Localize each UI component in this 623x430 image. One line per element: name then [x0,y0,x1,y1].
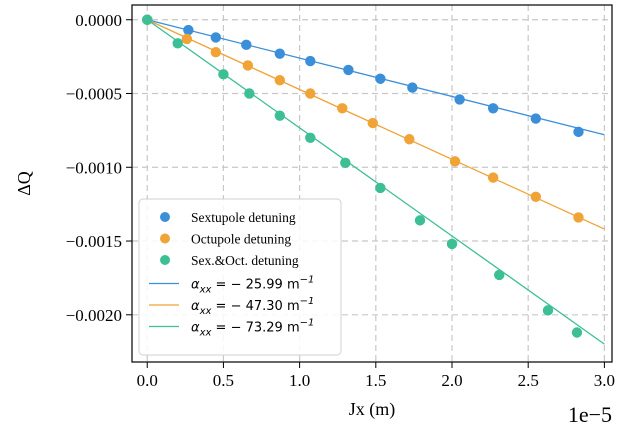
data-point [446,238,458,250]
legend-label: Sex.&Oct. detuning [191,253,299,268]
data-point [573,126,584,138]
y-tick-label: −0.0010 [66,158,122,177]
legend-fit-subscript: xx [199,328,212,339]
x-tick-label: 0.0 [137,371,158,390]
axis-ticks: 0.0 0.5 1.0 1.5 2.0 2.5 3.0 0.0000 −0.0005 −0.001… [66,11,615,390]
legend-label: Sextupole detuning [191,210,296,225]
y-tick-label: −0.0005 [66,85,122,104]
data-point [367,117,378,129]
legend-label: Octupole detuning [191,232,291,247]
legend-box [138,198,342,356]
legend-marker [160,233,170,244]
legend-marker [160,212,170,222]
data-point [414,215,426,226]
legend-fit-value: = − 47.30 m [211,299,299,314]
legend-fit-superscript: −1 [300,275,315,286]
legend: Sextupole detuning Octupole detuning Sex.&… [138,198,342,356]
y-tick-label: 0.0000 [75,11,122,30]
legend-fit-symbol: α [191,299,200,314]
data-point [375,73,386,84]
x-axis-offset-label: 1e−5 [568,402,612,427]
legend-fit-symbol: α [191,321,200,336]
y-tick-label: −0.0020 [66,306,122,325]
data-point [340,157,351,169]
data-point [210,47,222,58]
data-point [218,69,229,80]
data-point [530,191,542,202]
data-point [530,113,542,124]
data-point [242,60,254,71]
plot-frame [131,4,613,363]
data-point [337,103,348,114]
data-point [542,305,554,316]
data-point [244,88,255,99]
data-point [404,134,415,145]
data-point [375,182,386,194]
data-point [274,110,286,121]
x-tick-label: 1.5 [365,371,386,390]
data-point [487,172,499,183]
legend-fit-value: = − 25.99 m [211,278,299,293]
data-point [487,103,499,114]
legend-fit-symbol: α [191,278,200,293]
data-point [573,212,584,223]
data-point [305,132,316,143]
legend-fit-subscript: xx [199,285,212,296]
data-point [449,156,461,167]
legend-fit-value: = − 73.29 m [211,321,299,336]
data-point [571,327,583,338]
legend-fit-label: αxx = − 25.99 m−1 [191,275,314,296]
data-point [407,82,418,93]
data-point [172,38,183,49]
x-tick-label: 2.0 [441,371,462,390]
data-point [274,48,286,59]
x-axis-label: Jx (m) [349,399,396,420]
x-tick-label: 3.0 [594,371,615,390]
legend-fit-label: αxx = − 47.30 m−1 [191,296,314,317]
x-tick-label: 2.5 [518,371,539,390]
data-point [454,94,465,105]
data-point [181,33,193,45]
x-tick-label: 1.0 [289,371,310,390]
data-point [183,24,194,36]
data-point [305,88,316,99]
legend-fit-superscript: −1 [300,296,315,307]
data-point [210,32,222,43]
data-point [274,75,286,86]
data-point [343,64,354,76]
data-point [241,39,252,51]
y-tick-label: −0.0015 [66,232,122,251]
data-points [142,14,584,338]
data-point [494,269,505,281]
legend-fit-superscript: −1 [300,318,315,329]
legend-fit-subscript: xx [199,306,212,317]
legend-fit-label: αxx = − 73.29 m−1 [191,318,314,339]
data-point [142,14,153,25]
y-axis-label: ΔQ [14,171,34,196]
x-tick-label: 0.5 [213,371,234,390]
legend-marker [160,255,170,265]
data-point [305,55,316,67]
